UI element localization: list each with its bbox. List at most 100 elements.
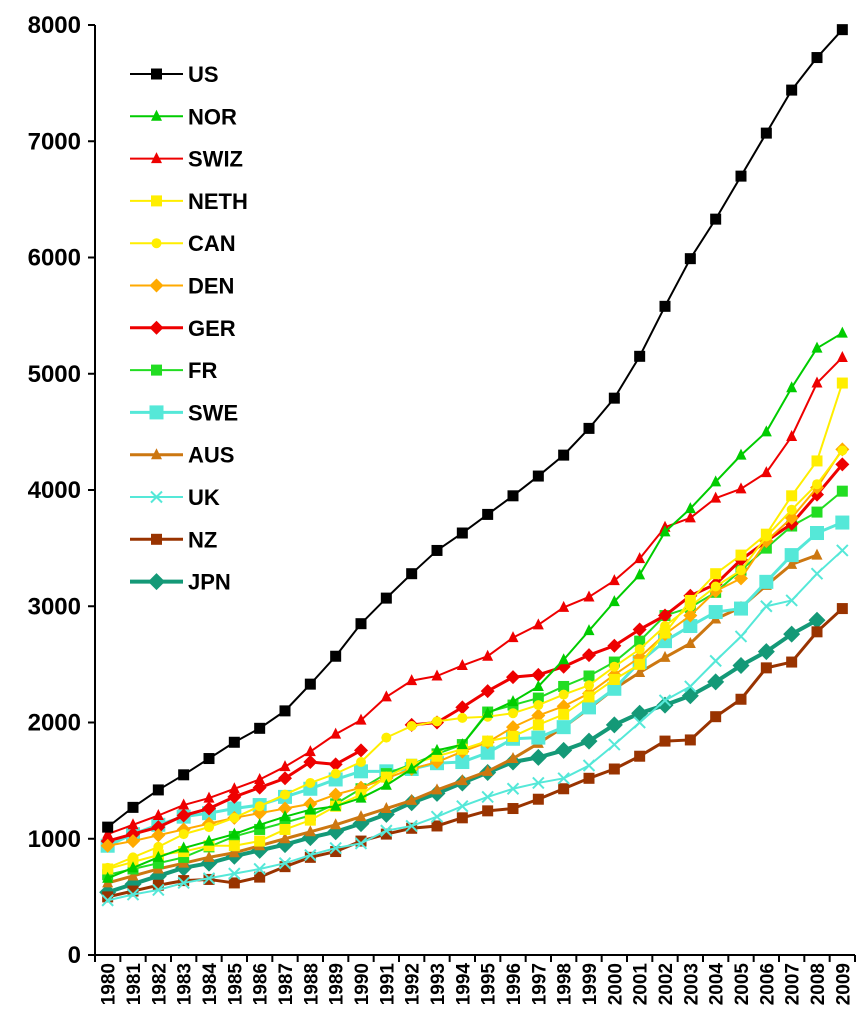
x-tick-label: 1998 — [555, 963, 576, 1005]
data-point — [227, 801, 242, 816]
data-point — [836, 544, 849, 557]
data-point — [228, 840, 240, 852]
series-swiz — [102, 350, 848, 839]
data-point — [203, 753, 215, 765]
data-point — [406, 568, 418, 580]
x-tick-label: 1983 — [175, 963, 196, 1005]
legend-label: AUS — [188, 443, 234, 468]
data-point — [709, 654, 722, 668]
data-point — [278, 771, 292, 786]
data-point — [555, 741, 573, 759]
data-point — [684, 734, 696, 746]
data-point — [406, 762, 418, 774]
data-point — [481, 790, 494, 804]
data-point — [786, 557, 798, 569]
data-point — [532, 692, 544, 704]
data-point — [304, 814, 316, 826]
x-tick-label: 2009 — [833, 963, 854, 1005]
data-point — [710, 491, 722, 503]
x-tick-label: 1984 — [200, 963, 221, 1006]
data-point — [605, 716, 623, 734]
data-point — [254, 722, 266, 734]
data-point — [532, 776, 545, 790]
data-point — [684, 511, 696, 523]
data-point — [380, 824, 393, 837]
data-point — [506, 670, 520, 685]
data-point — [811, 376, 823, 388]
data-point — [710, 568, 722, 580]
data-point — [380, 592, 392, 604]
data-point — [178, 798, 190, 810]
data-point — [178, 769, 190, 781]
data-point — [330, 727, 342, 739]
data-point — [683, 608, 698, 623]
data-point — [151, 109, 162, 121]
data-point — [203, 791, 215, 803]
data-point — [151, 828, 166, 843]
x-tick-label: 1981 — [124, 963, 145, 1006]
data-point — [102, 863, 114, 875]
data-point — [406, 720, 417, 731]
legend-item-swiz: SWIZ — [130, 147, 243, 172]
data-point — [204, 822, 214, 833]
data-point — [102, 871, 114, 883]
data-point — [760, 600, 773, 613]
data-point — [328, 757, 343, 772]
x-tick-label: 1982 — [149, 963, 170, 1005]
data-point — [151, 448, 162, 460]
data-point — [355, 791, 367, 803]
data-point — [634, 350, 646, 362]
data-point — [228, 846, 240, 858]
data-point — [152, 784, 164, 796]
data-point — [254, 871, 266, 883]
data-point — [836, 24, 848, 36]
x-tick-label: 1985 — [225, 963, 246, 1006]
x-tick-label: 2001 — [631, 963, 652, 1006]
data-point — [330, 650, 342, 662]
data-point — [607, 638, 622, 653]
data-point — [734, 630, 748, 643]
data-point — [354, 743, 368, 758]
data-point — [557, 772, 570, 785]
y-axis-tick-labels: 0 1000 2000 3000 4000 5000 6000 7000 8000 — [28, 12, 81, 969]
data-point — [381, 732, 392, 743]
data-point — [812, 479, 822, 490]
legend-label: US — [188, 62, 219, 87]
data-point — [583, 590, 595, 602]
data-point — [506, 720, 520, 735]
series-ger — [100, 457, 850, 849]
series-line — [107, 549, 844, 902]
data-point — [254, 835, 266, 847]
series-line — [107, 332, 843, 880]
data-point — [735, 482, 747, 494]
data-point — [684, 636, 696, 648]
data-point — [101, 894, 114, 907]
series-nz — [102, 603, 848, 903]
x-tick-label: 1990 — [352, 963, 373, 1005]
data-point — [608, 673, 620, 685]
data-point — [406, 822, 418, 834]
data-point — [356, 757, 366, 768]
series-aus — [102, 548, 823, 888]
legend-item-nor: NOR — [130, 104, 237, 129]
data-point — [609, 661, 620, 672]
legend-item-aus: AUS — [130, 443, 234, 468]
legend-item-fr: FR — [130, 358, 217, 383]
data-point — [355, 835, 367, 847]
y-tick-label: 2000 — [28, 710, 81, 737]
legend-label: FR — [188, 358, 217, 383]
data-point — [456, 799, 469, 813]
x-tick-label: 2002 — [656, 963, 677, 1005]
data-point — [150, 490, 163, 504]
data-point — [508, 708, 518, 719]
legend-item-jpn: JPN — [130, 570, 231, 595]
data-point — [811, 626, 823, 638]
x-tick-label: 2000 — [605, 963, 626, 1005]
data-point — [151, 533, 162, 545]
data-point — [151, 364, 162, 376]
data-point — [330, 846, 342, 858]
data-point — [178, 841, 190, 853]
data-point — [254, 801, 265, 812]
data-point — [659, 627, 671, 639]
